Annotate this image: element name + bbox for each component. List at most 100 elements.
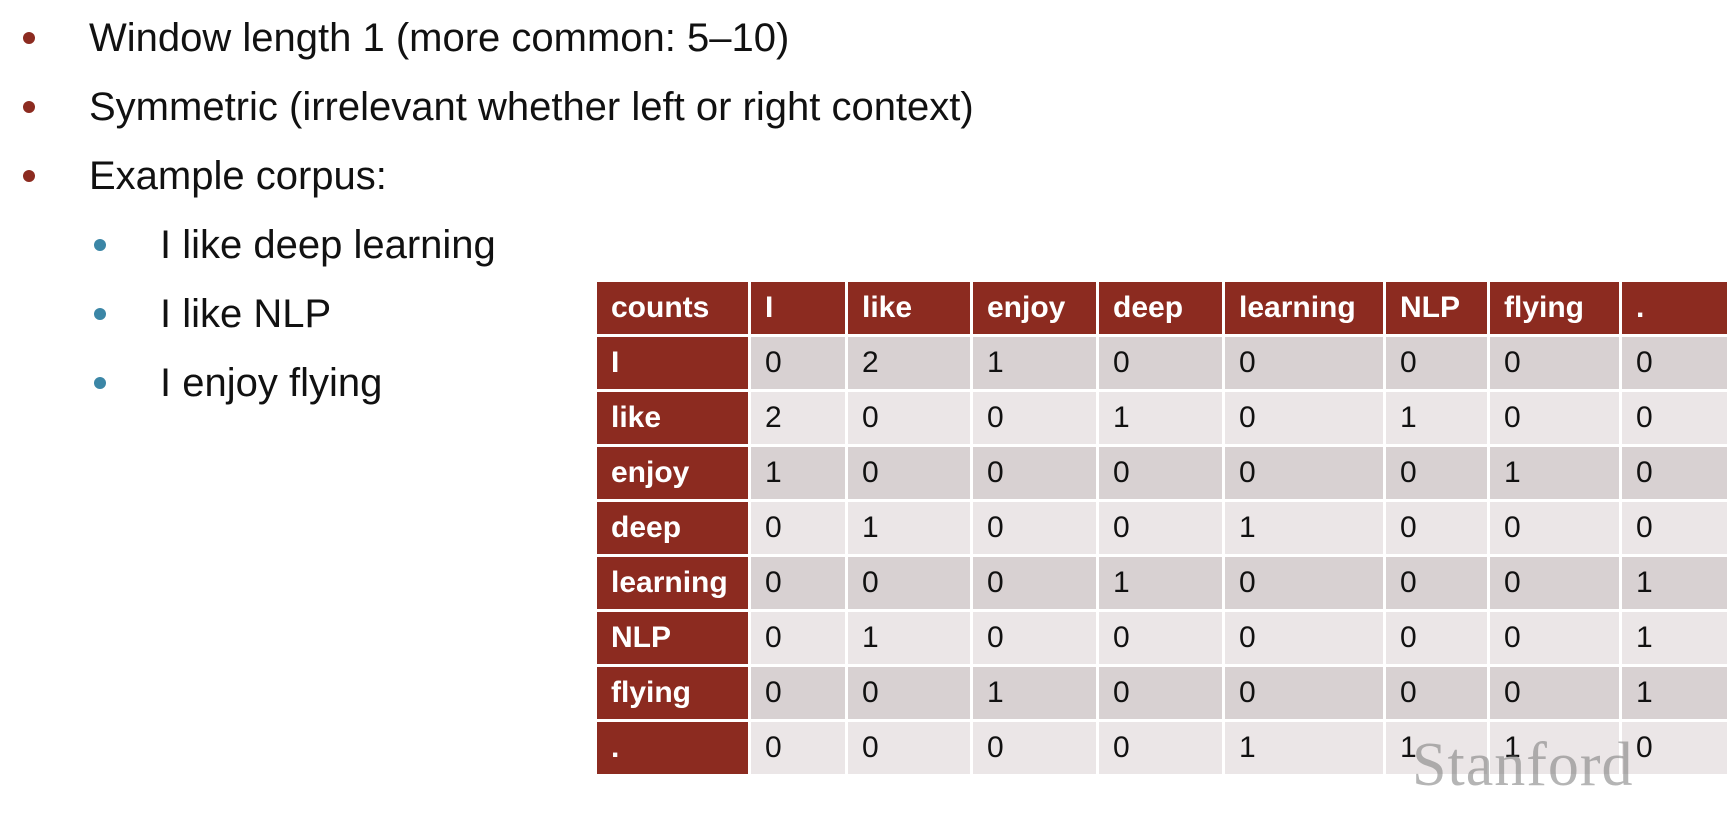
sub-bullet-dot-icon [94,239,106,251]
table-cell: 0 [970,554,1099,612]
table-cell: 1 [970,664,1099,722]
table-cell: 0 [1487,664,1622,722]
column-header: deep [1096,279,1225,337]
sub-bullet-item-2: I like NLP [160,292,332,336]
table-cell: 0 [748,664,848,722]
column-header: I [748,279,848,337]
table-cell: 0 [1222,554,1386,612]
table-cell: 0 [1487,334,1622,392]
sub-bullet-item-1: I like deep learning [160,223,496,267]
row-header: deep [594,499,751,557]
table-cell: 2 [845,334,973,392]
column-header: enjoy [970,279,1099,337]
table-cell: 1 [845,609,973,667]
table-cell: 0 [1383,664,1490,722]
table-cell: 1 [1619,554,1730,612]
sub-bullet-item-3: I enjoy flying [160,361,383,405]
table-cell: 0 [845,664,973,722]
table-row: deep 0 1 0 0 1 0 0 0 [594,499,1730,557]
table-cell: 1 [1383,719,1490,777]
table-cell: 0 [1096,334,1225,392]
bullet-item-corpus: Example corpus: [89,154,387,198]
table-cell: 1 [845,499,973,557]
bullet-dot-icon [23,101,35,113]
table-cell: 0 [845,554,973,612]
table-corner-header: counts [594,279,751,337]
table-cell: 1 [1619,609,1730,667]
table-cell: 0 [1619,389,1730,447]
table-cell: 0 [1096,719,1225,777]
table-cell: 0 [1487,609,1622,667]
table-cell: 0 [748,334,848,392]
table-body: I 0 2 1 0 0 0 0 0 like 2 0 0 1 0 1 0 0 enjoy 1 0 0 0 0 0 1 0 deep 0 1… [594,334,1730,777]
table-cell: 0 [1383,499,1490,557]
bullet-item-window: Window length 1 (more common: 5–10) [89,16,790,60]
table-row: learning 0 0 0 1 0 0 0 1 [594,554,1730,612]
table-cell: 0 [748,719,848,777]
table-cell: 0 [1222,609,1386,667]
row-header: flying [594,664,751,722]
table-cell: 0 [748,499,848,557]
table-cell: 0 [1619,444,1730,502]
column-header: learning [1222,279,1386,337]
table-cell: 0 [845,719,973,777]
table-header-row: counts I like enjoy deep learning NLP fl… [594,279,1730,337]
table-cell: 1 [1619,664,1730,722]
table-cell: 0 [1383,444,1490,502]
bullet-item-symmetric: Symmetric (irrelevant whether left or ri… [89,85,974,129]
table-cell: 0 [970,389,1099,447]
table-cell: 0 [970,609,1099,667]
table-cell: 0 [1096,609,1225,667]
table-cell: 0 [1383,609,1490,667]
table-cell: 0 [970,719,1099,777]
bullet-dot-icon [23,170,35,182]
table-cell: 1 [1096,554,1225,612]
sub-bullet-dot-icon [94,308,106,320]
table-cell: 0 [1619,719,1730,777]
table-cell: 0 [1096,664,1225,722]
table-cell: 0 [970,499,1099,557]
table-cell: 0 [1383,334,1490,392]
table-cell: 1 [1487,719,1622,777]
table-cell: 0 [845,444,973,502]
row-header: I [594,334,751,392]
table-cell: 0 [1222,389,1386,447]
table-row: enjoy 1 0 0 0 0 0 1 0 [594,444,1730,502]
table-cell: 0 [1487,554,1622,612]
table-row: flying 0 0 1 0 0 0 0 1 [594,664,1730,722]
table-cell: 1 [1487,444,1622,502]
table-cell: 0 [1222,444,1386,502]
table-cell: 0 [1619,334,1730,392]
column-header: NLP [1383,279,1490,337]
table-cell: 0 [970,444,1099,502]
column-header: like [845,279,973,337]
table-cell: 2 [748,389,848,447]
table-cell: 1 [1096,389,1225,447]
table-cell: 0 [1222,664,1386,722]
table-cell: 0 [1383,554,1490,612]
table-cell: 1 [970,334,1099,392]
table-cell: 1 [1383,389,1490,447]
table-cell: 1 [1222,719,1386,777]
row-header: NLP [594,609,751,667]
table-cell: 0 [1487,499,1622,557]
table-cell: 0 [1096,499,1225,557]
cooccurrence-table: counts I like enjoy deep learning NLP fl… [594,279,1730,777]
table-cell: 0 [1487,389,1622,447]
column-header: flying [1487,279,1622,337]
table-cell: 0 [748,609,848,667]
table-row: NLP 0 1 0 0 0 0 0 1 [594,609,1730,667]
row-header: . [594,719,751,777]
table-cell: 0 [748,554,848,612]
row-header: learning [594,554,751,612]
sub-bullet-dot-icon [94,377,106,389]
table-row: like 2 0 0 1 0 1 0 0 [594,389,1730,447]
table-cell: 1 [748,444,848,502]
table-cell: 0 [1222,334,1386,392]
bullet-dot-icon [23,32,35,44]
column-header: . [1619,279,1730,337]
table-cell: 0 [1619,499,1730,557]
table-cell: 0 [1096,444,1225,502]
